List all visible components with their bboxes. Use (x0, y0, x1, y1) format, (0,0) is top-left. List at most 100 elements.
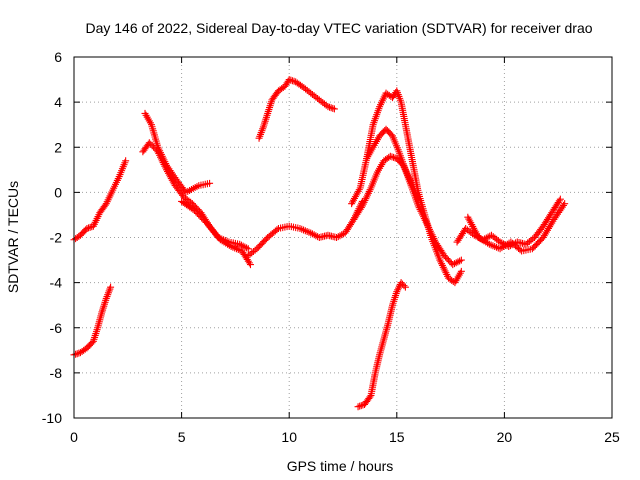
data-point (401, 283, 409, 291)
data-point (348, 200, 356, 208)
data-point-fill (155, 145, 170, 167)
data-point-fill (78, 345, 89, 355)
data-point-fill (287, 76, 298, 85)
data-point-fill (452, 269, 464, 285)
data-point (163, 161, 171, 169)
data-point-fill (375, 159, 387, 174)
grid (74, 57, 612, 418)
data-point-fill (433, 240, 447, 258)
data-point-fill (192, 208, 210, 226)
data-point-fill (532, 224, 546, 240)
data-point-fill (265, 226, 281, 240)
data-point (246, 261, 254, 269)
data-point-fill (172, 183, 187, 199)
data-point (457, 256, 465, 264)
data-point-fill (216, 234, 231, 245)
data-point-fill (390, 89, 400, 100)
series-trace-d (141, 109, 214, 196)
data-point-fill (349, 186, 363, 206)
data-point (244, 245, 252, 253)
data-point-fill (260, 111, 271, 129)
data-point-fill (239, 249, 253, 267)
data-point-fill (72, 349, 83, 358)
data-point-fill (384, 90, 395, 100)
x-tick-label: 5 (178, 429, 186, 445)
data-point-fill (377, 91, 389, 109)
data-point (556, 195, 564, 203)
data-point-fill (342, 217, 357, 235)
data-point-fill (164, 163, 180, 183)
data-point-fill (389, 134, 402, 154)
data-point-fill (72, 232, 83, 243)
series-trace-b (70, 283, 115, 359)
data-point-fill (415, 204, 430, 226)
y-tick-label: 4 (54, 94, 62, 110)
data-point-fill (197, 180, 211, 189)
data-point-fill (90, 326, 101, 343)
data-point-fill (400, 163, 413, 181)
y-tick-label: 2 (54, 139, 62, 155)
data-point-fill (256, 125, 267, 140)
data-point-fill (103, 188, 116, 206)
data-point-fill (287, 223, 302, 232)
data-point-fill (394, 89, 404, 104)
data-point-fill (450, 257, 464, 268)
y-tick-label: 0 (54, 184, 62, 200)
data-point-fill (376, 337, 387, 357)
data-point-fill (326, 103, 337, 112)
data-point-fill (269, 88, 281, 102)
data-point-fill (402, 123, 413, 149)
data-point-fill (147, 140, 160, 154)
data-point-fill (476, 235, 492, 247)
plot-frame (73, 56, 613, 419)
series-trace-l (453, 195, 564, 251)
data-point-fill (437, 258, 452, 280)
data-point-fill (246, 246, 259, 258)
data-point-fill (99, 296, 110, 314)
data-point-fill (372, 353, 383, 375)
data-point (324, 103, 332, 111)
data-point-fill (94, 310, 105, 330)
y-axis-label: SDTVAR / TECUs (5, 181, 21, 293)
data-point-fill (84, 339, 96, 351)
data-point-fill (334, 230, 347, 241)
data-point (561, 200, 569, 208)
data-point-fill (110, 175, 122, 192)
x-tick-label: 20 (497, 429, 513, 445)
series-trace-e (178, 197, 252, 253)
data-point (107, 283, 115, 291)
data-point-fill (237, 241, 251, 252)
data-point-fill (367, 371, 379, 397)
data-point-fill (508, 239, 524, 254)
data-point-fill (351, 204, 365, 222)
data-point-fill (190, 201, 204, 215)
series-trace-f (244, 197, 366, 260)
data-point-fill (382, 153, 393, 164)
x-axis-label: GPS time / hours (287, 458, 394, 474)
data-point-fill (359, 186, 374, 208)
series-trace-k (354, 279, 409, 411)
data-point (330, 105, 338, 113)
series-trace-g (255, 76, 338, 142)
x-tick-label: 10 (281, 429, 297, 445)
data-point (414, 195, 422, 203)
data-point-fill (463, 226, 477, 238)
data-point-fill (406, 145, 418, 172)
data-point-fill (549, 197, 563, 215)
series-trace-c (139, 139, 254, 269)
y-tick-label: -4 (50, 275, 63, 291)
y-tick-label: -6 (50, 320, 63, 336)
data-point-fill (179, 199, 197, 213)
series-trace-m (464, 200, 569, 255)
data-point-fill (368, 170, 381, 190)
data-point-fill (97, 201, 109, 215)
data-point-fill (293, 79, 304, 89)
data-point-fill (489, 233, 502, 245)
x-tick-label: 25 (604, 429, 620, 445)
data-point-fill (370, 134, 383, 149)
data-point-fill (540, 217, 557, 240)
x-tick-label: 15 (389, 429, 405, 445)
series-trace-j (350, 152, 422, 223)
data-point-fill (85, 223, 96, 232)
data-point (354, 403, 362, 411)
